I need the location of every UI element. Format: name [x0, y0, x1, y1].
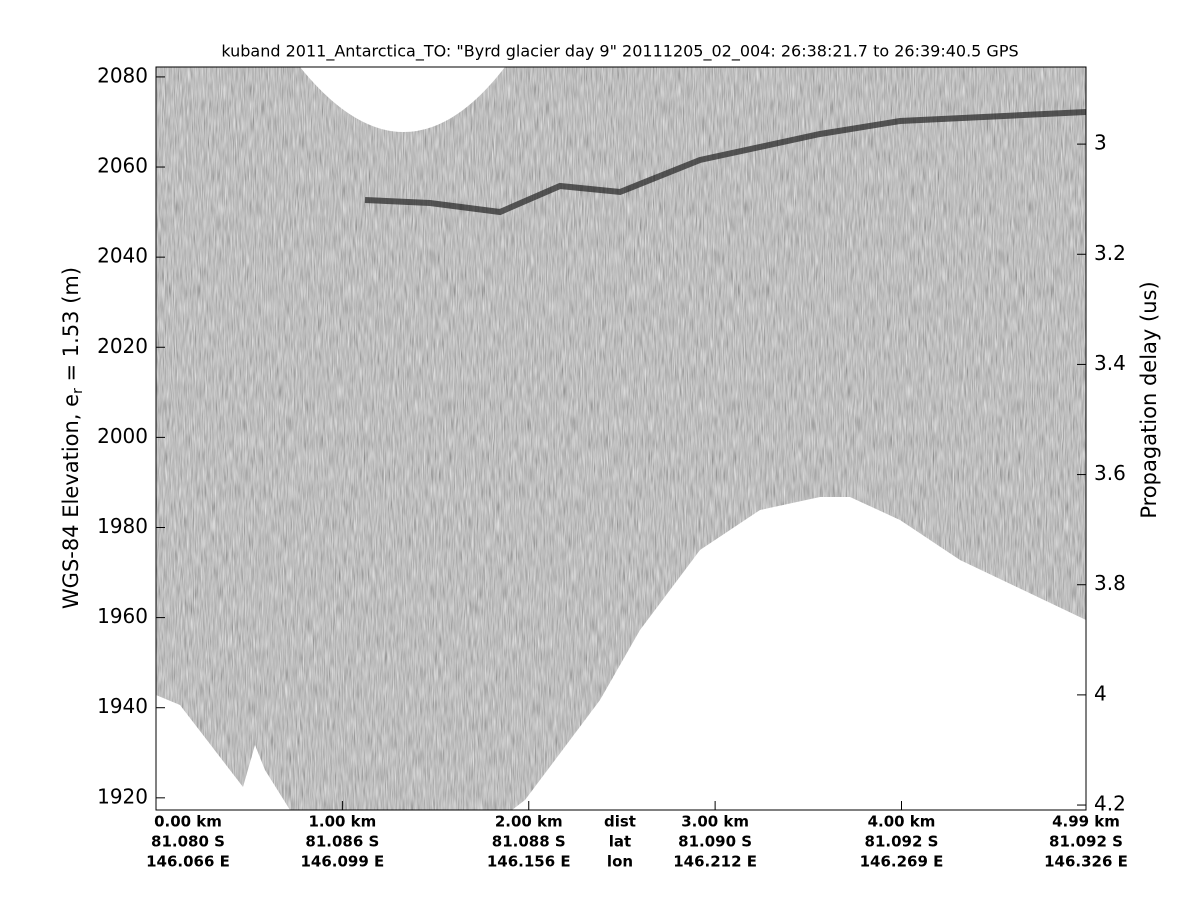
y-tick-label: 2040: [97, 244, 148, 268]
y2-tick-label: 3.2: [1094, 241, 1126, 265]
x-tick-label: 1.00 km: [308, 813, 376, 831]
lon-label: 146.099 E: [300, 853, 384, 871]
y2-tick-label: 4.2: [1094, 792, 1126, 816]
y-tick-label: 1960: [97, 604, 148, 628]
x-tick-label: 3.00 km: [681, 813, 749, 831]
y-tick-label: 2080: [97, 63, 148, 87]
y-tick-label: 2020: [97, 334, 148, 358]
y-label-main: WGS-84 Elevation, e: [59, 394, 83, 609]
x-tick-label: 4.99 km: [1052, 813, 1120, 831]
echogram: [156, 67, 1086, 810]
lon-label: 146.066 E: [146, 853, 230, 871]
y-tick-label: 1920: [97, 784, 148, 808]
x-tick-label: 2.00 km: [495, 813, 563, 831]
lat-label: 81.090 S: [678, 833, 752, 851]
radar-image: [156, 67, 1086, 810]
row-label: lon: [607, 853, 633, 871]
lat-label: 81.080 S: [151, 833, 225, 851]
y-tick-label: 2060: [97, 154, 148, 178]
lat-label: 81.088 S: [492, 833, 566, 851]
y2-tick-label: 3: [1094, 131, 1107, 155]
lon-label: 146.269 E: [860, 853, 944, 871]
lon-label: 146.156 E: [487, 853, 571, 871]
y2-tick-label: 3.4: [1094, 351, 1126, 375]
y-tick-label: 1940: [97, 694, 148, 718]
row-label: lat: [609, 833, 631, 851]
lon-label: 146.212 E: [673, 853, 757, 871]
y-label-sub: r: [70, 388, 86, 394]
y2-tick-label: 3.6: [1094, 461, 1126, 485]
y-axis-label: WGS-84 Elevation, er = 1.53 (m): [59, 267, 86, 609]
plot-frame: [155, 66, 1087, 811]
surface-echo: [364, 109, 1086, 216]
lon-label: 146.326 E: [1044, 853, 1128, 871]
y-tick-label: 2000: [97, 424, 148, 448]
row-label: dist: [604, 813, 636, 831]
y2-tick-label: 4: [1094, 681, 1107, 705]
x-tick-label: 4.00 km: [868, 813, 936, 831]
y2-axis-label: Propagation delay (us): [1137, 281, 1161, 518]
y2-tick-label: 3.8: [1094, 571, 1126, 595]
lat-label: 81.092 S: [1049, 833, 1123, 851]
lat-label: 81.092 S: [865, 833, 939, 851]
chart-title: kuband 2011_Antarctica_TO: "Byrd glacier…: [221, 42, 1018, 62]
y-tick-label: 1980: [97, 514, 148, 538]
x-tick-label: 0.00 km: [154, 813, 222, 831]
y-label-rest: = 1.53 (m): [59, 267, 83, 388]
lat-label: 81.086 S: [305, 833, 379, 851]
